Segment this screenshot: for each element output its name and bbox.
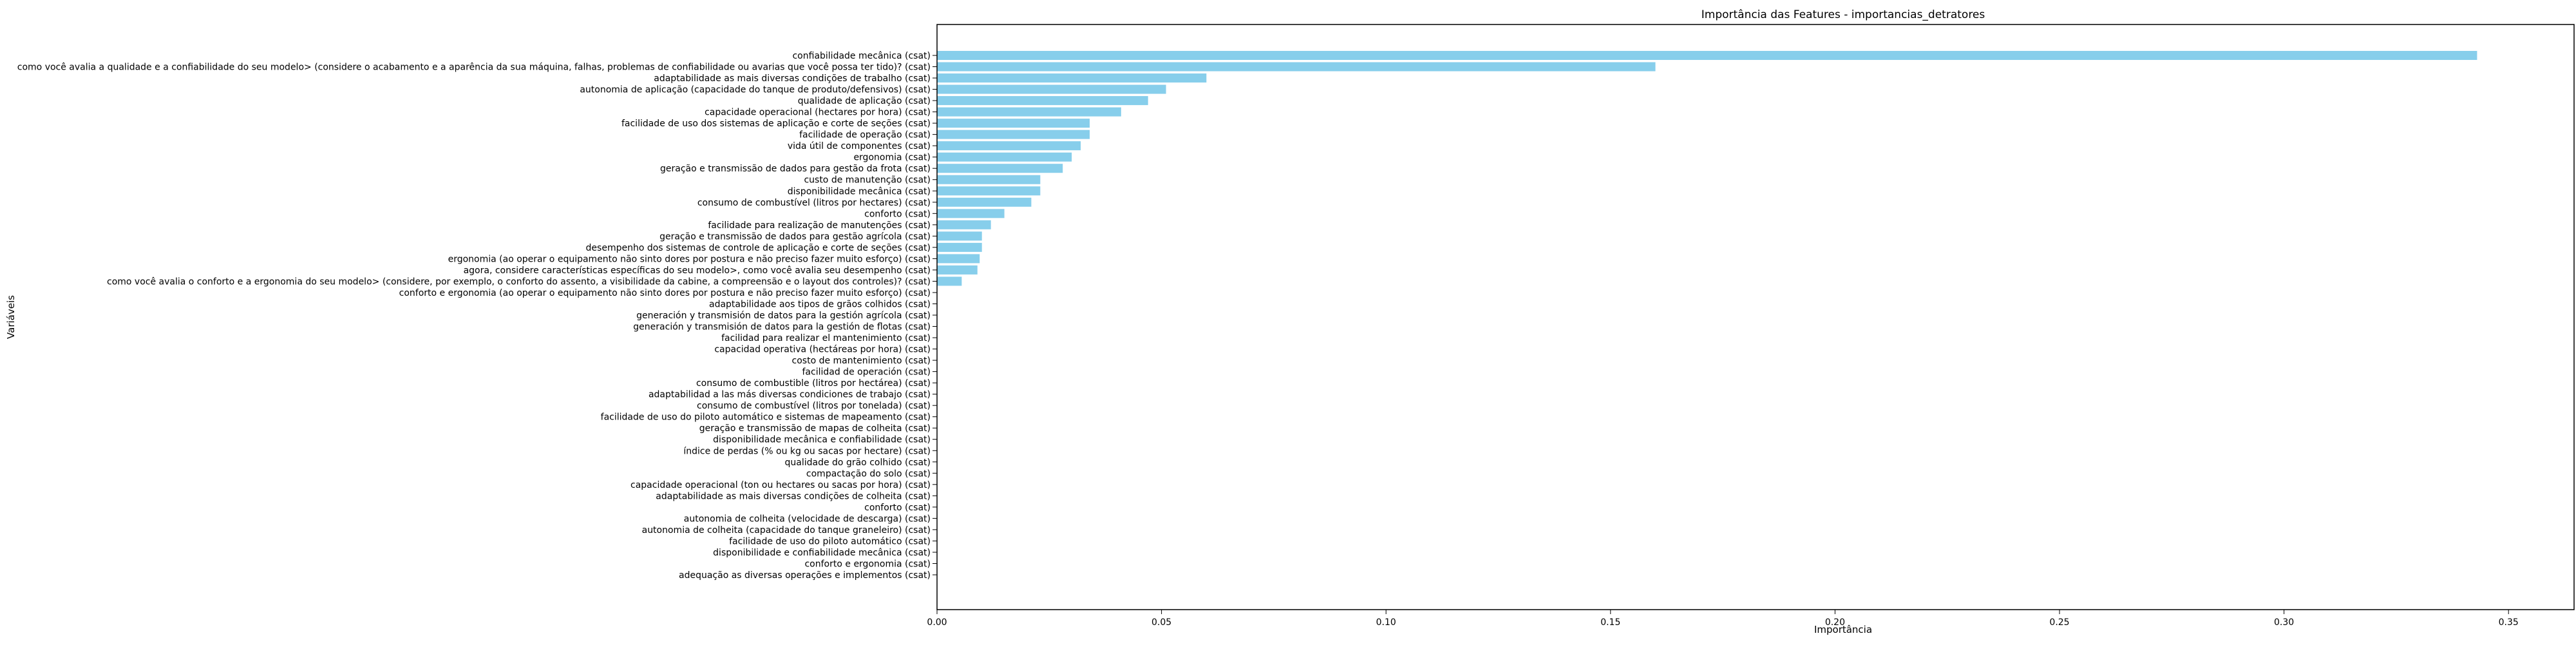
y-tick-label: vida útil de componentes (csat) [788, 141, 931, 151]
plot-area-frame [936, 24, 2575, 610]
y-tick-label: facilidade para realização de manutençõe… [708, 220, 931, 231]
bar [937, 242, 982, 252]
y-tick-label: facilidad de operación (csat) [802, 367, 931, 378]
y-tick-label: adaptabilidade as mais diversas condiçõe… [656, 491, 931, 501]
y-tick-label: qualidade do grão colhido (csat) [785, 458, 931, 468]
y-tick-label: ergonomia (ao operar o equipamento não s… [448, 254, 931, 264]
x-tick-label: 0.05 [1151, 617, 1171, 628]
y-tick-label: conforto (csat) [864, 209, 931, 219]
chart-title: Importância das Features - importancias_… [1701, 8, 1985, 21]
y-tick-label: capacidade operacional (ton ou hectares … [630, 480, 931, 490]
y-tick-label: confiabilidade mecânica (csat) [792, 51, 931, 61]
x-tick-label: 0.30 [2274, 617, 2294, 628]
bar [937, 73, 1207, 83]
y-tick-label: facilidad para realizar el mantenimiento… [721, 333, 931, 343]
y-tick-label: autonomia de colheita (capacidade do tan… [642, 525, 931, 536]
y-axis-title: Variáveis [5, 295, 17, 339]
bar [937, 152, 1072, 162]
y-tick-label: custo de manutenção (csat) [804, 175, 931, 186]
x-tick-label: 0.15 [1600, 617, 1620, 628]
y-tick-label: adaptabilidade aos tipos de grãos colhid… [709, 299, 931, 309]
y-tick-label: adequação as diversas operações e implem… [679, 570, 931, 581]
y-tick-label: capacidade operacional (hectares por hor… [705, 108, 931, 118]
y-tick-label: disponibilidade mecânica (csat) [788, 186, 931, 197]
x-tick-label: 0.10 [1376, 617, 1396, 628]
y-tick-label: facilidade de operação (csat) [799, 130, 931, 140]
x-tick-label: 0.00 [927, 617, 947, 628]
bar [937, 84, 1166, 94]
x-axis-title: Importância [1814, 624, 1872, 635]
bar [937, 175, 1041, 184]
bar [937, 141, 1081, 151]
y-tick-label: conforto e ergonomia (csat) [804, 559, 931, 569]
y-tick-label: conforto (csat) [864, 503, 931, 513]
y-tick-label: disponibilidade e confiabilidade mecânic… [713, 548, 931, 558]
x-axis-ticks: 0.00 0.05 0.10 0.15 0.20 0.25 0.30 0.35 [927, 610, 2519, 628]
y-tick-label: como você avalia o conforto e a ergonomi… [107, 276, 931, 287]
bar [937, 107, 1121, 117]
bar [937, 186, 1041, 196]
y-tick-label: generación y transmisión de datos para l… [633, 322, 931, 333]
y-tick-label: como você avalia a qualidade e a confiab… [17, 63, 931, 73]
bar [937, 209, 1005, 218]
bar [937, 164, 1063, 173]
y-tick-label: autonomia de aplicação (capacidade do ta… [580, 85, 931, 95]
y-tick-label: generación y transmisión de datos para l… [636, 311, 931, 321]
y-tick-label: compactação do solo (csat) [806, 468, 931, 479]
bar [937, 50, 2477, 61]
y-tick-label: consumo de combustível (litros por hecta… [697, 198, 931, 208]
x-tick-label: 0.20 [1825, 617, 1845, 628]
y-axis-ticks: confiabilidade mecânica (csat) como você … [17, 51, 937, 581]
y-tick-label: capacidad operativa (hectáreas por hora)… [714, 345, 931, 355]
x-tick-label: 0.35 [2499, 617, 2519, 628]
bar [937, 62, 1656, 72]
y-tick-label: ergonomia (csat) [853, 153, 931, 163]
y-tick-label: conforto e ergonomia (ao operar o equipa… [399, 288, 931, 298]
bar [937, 254, 980, 264]
y-tick-label: consumo de combustível (litros por tonel… [697, 401, 931, 411]
bars-layer [937, 50, 2477, 286]
bar [937, 130, 1090, 139]
y-tick-label: autonomia de colheita (velocidade de des… [684, 514, 931, 524]
bar [937, 119, 1090, 128]
y-tick-label: geração e transmissão de dados para gest… [659, 231, 931, 242]
bar [937, 276, 962, 286]
bar [937, 96, 1148, 106]
y-tick-label: facilidade de uso dos sistemas de aplica… [621, 119, 931, 129]
y-tick-label: costo de mantenimiento (csat) [792, 356, 931, 366]
bar [937, 220, 991, 229]
y-tick-label: qualidade de aplicação (csat) [798, 96, 931, 106]
y-tick-label: facilidade de uso do piloto automático (… [729, 536, 931, 546]
y-tick-label: agora, considere características específ… [464, 266, 931, 276]
y-tick-label: consumo de combustible (litros por hectá… [696, 378, 931, 389]
bar [937, 265, 978, 275]
bar [937, 197, 1032, 207]
y-tick-label: disponibilidade mecânica e confiabilidad… [713, 435, 931, 445]
y-tick-label: índice de perdas (% ou kg ou sacas por h… [683, 446, 931, 456]
y-tick-label: geração e transmissão de mapas de colhei… [699, 423, 931, 434]
bar [937, 231, 982, 241]
y-tick-label: facilidade de uso do piloto automático e… [601, 412, 931, 423]
y-tick-label: geração e transmissão de dados para gest… [660, 164, 931, 174]
y-tick-label: desempenho dos sistemas de controle de a… [586, 243, 931, 253]
x-tick-label: 0.25 [2049, 617, 2069, 628]
y-tick-label: adaptabilidade as mais diversas condiçõe… [654, 73, 931, 84]
y-tick-label: adaptabilidad a las más diversas condici… [649, 390, 931, 400]
